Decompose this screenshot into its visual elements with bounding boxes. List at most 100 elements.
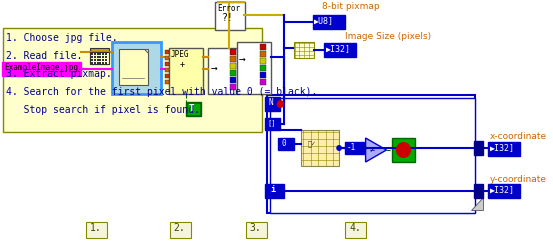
Bar — [100, 62, 101, 64]
Text: 2. Read file.: 2. Read file. — [7, 51, 83, 61]
Text: Stop search if pixel is found.: Stop search if pixel is found. — [7, 105, 200, 115]
Text: T: T — [189, 104, 194, 113]
Text: x-coordinate: x-coordinate — [489, 132, 547, 141]
Bar — [169, 48, 203, 94]
Bar — [91, 59, 93, 61]
Bar — [105, 59, 107, 61]
Bar — [230, 84, 236, 90]
Bar — [94, 62, 96, 64]
Bar — [301, 130, 339, 166]
Bar — [260, 51, 266, 57]
Bar — [94, 59, 96, 61]
Bar — [102, 59, 104, 61]
Bar — [208, 48, 237, 94]
Bar — [90, 52, 109, 64]
Polygon shape — [366, 138, 387, 162]
Bar — [105, 53, 107, 55]
Bar — [186, 102, 201, 116]
Text: []: [] — [267, 119, 275, 126]
Bar — [230, 77, 236, 83]
Bar — [165, 68, 169, 72]
Circle shape — [276, 100, 284, 108]
Text: JPEG: JPEG — [170, 50, 189, 59]
Text: 4.: 4. — [349, 223, 361, 233]
Bar — [392, 138, 415, 162]
Circle shape — [396, 142, 411, 158]
Bar — [260, 58, 266, 64]
Bar — [97, 62, 98, 64]
Text: →: → — [210, 64, 217, 74]
Text: 8-bit pixmap: 8-bit pixmap — [322, 2, 380, 11]
Bar — [230, 63, 236, 69]
Text: 2.: 2. — [174, 223, 185, 233]
Bar — [100, 53, 101, 55]
Bar — [260, 65, 266, 71]
Text: ≠: ≠ — [369, 145, 374, 154]
Bar — [112, 42, 161, 94]
Polygon shape — [471, 197, 483, 210]
Bar — [102, 62, 104, 64]
Bar — [294, 42, 315, 58]
Bar — [260, 72, 266, 78]
Bar — [2, 62, 81, 76]
Bar — [119, 49, 148, 85]
Bar — [165, 74, 169, 78]
Bar — [100, 59, 101, 61]
Text: i: i — [270, 185, 275, 194]
Bar — [102, 56, 104, 58]
Bar — [473, 184, 483, 198]
Bar — [265, 118, 280, 130]
Bar — [170, 222, 191, 238]
Bar — [265, 97, 280, 111]
Bar — [186, 103, 200, 115]
Text: N: N — [268, 98, 273, 107]
Bar — [94, 53, 96, 55]
Bar — [230, 49, 236, 55]
Bar — [105, 62, 107, 64]
Circle shape — [336, 145, 342, 151]
Text: 1. Choose jpg file.: 1. Choose jpg file. — [7, 33, 118, 43]
Text: y-coordinate: y-coordinate — [489, 175, 547, 184]
Bar — [86, 222, 107, 238]
Text: ?!: ?! — [222, 13, 233, 23]
Bar — [230, 56, 236, 62]
Text: ▶I32]: ▶I32] — [489, 185, 515, 194]
Text: Error: Error — [217, 4, 240, 13]
Bar — [270, 98, 476, 213]
Bar — [473, 141, 483, 155]
Bar — [260, 44, 266, 50]
Bar — [324, 43, 356, 57]
Bar — [165, 56, 169, 60]
Text: ExampleImage.jpg: ExampleImage.jpg — [4, 63, 78, 72]
Text: +: + — [170, 60, 185, 69]
Bar — [230, 70, 236, 76]
Bar — [91, 53, 93, 55]
Bar — [97, 53, 98, 55]
Bar — [215, 2, 246, 30]
Text: 3.: 3. — [249, 223, 261, 233]
Text: ▶I32]: ▶I32] — [489, 143, 515, 152]
Text: →: → — [239, 55, 246, 65]
Text: 3. Extract pixmap.: 3. Extract pixmap. — [7, 69, 112, 79]
Text: ⬣✓: ⬣✓ — [308, 140, 316, 147]
Bar — [3, 28, 262, 132]
Bar — [90, 48, 109, 64]
Bar — [488, 142, 520, 156]
Bar — [345, 142, 364, 154]
Bar — [265, 184, 284, 198]
Text: 0: 0 — [281, 139, 286, 148]
Text: ▶I32]: ▶I32] — [326, 44, 351, 53]
Text: -1: -1 — [347, 143, 356, 152]
Bar — [100, 56, 101, 58]
Bar — [237, 42, 271, 94]
Bar — [97, 59, 98, 61]
Bar — [102, 53, 104, 55]
Bar — [260, 79, 266, 85]
Text: 4. Search for the first pixel with value 0 (= black).: 4. Search for the first pixel with value… — [7, 87, 318, 97]
Bar — [165, 80, 169, 84]
Bar — [345, 222, 366, 238]
Bar — [105, 56, 107, 58]
Polygon shape — [144, 49, 148, 53]
Bar — [91, 56, 93, 58]
Bar — [246, 222, 267, 238]
